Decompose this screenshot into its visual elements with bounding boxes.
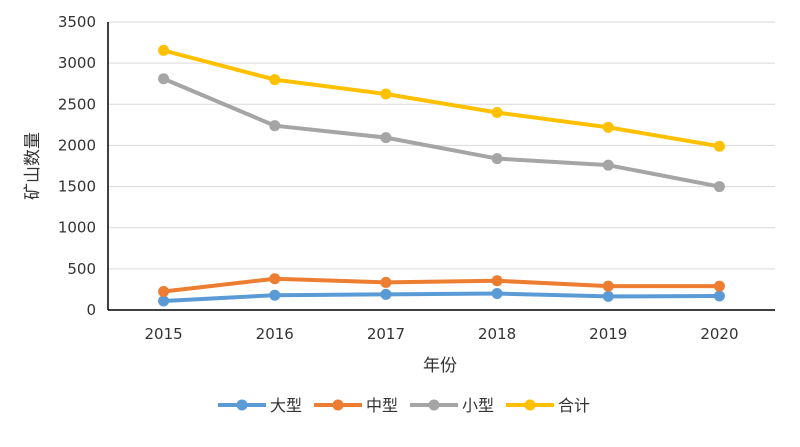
data-point (602, 121, 614, 133)
x-axis-title: 年份 (423, 356, 457, 376)
series-3 (158, 73, 725, 193)
data-point (602, 159, 614, 171)
x-tick-label: 2019 (589, 325, 627, 343)
gridlines (108, 21, 775, 270)
data-point (713, 290, 725, 302)
x-tick-label: 2015 (144, 325, 182, 343)
data-point (713, 140, 725, 152)
x-tick-label: 2018 (478, 325, 516, 343)
legend-swatch-marker (524, 399, 536, 411)
x-tick-label: 2016 (256, 325, 294, 343)
y-tick-label: 3500 (58, 13, 96, 31)
legend-label: 合计 (558, 396, 590, 415)
series-2 (158, 273, 725, 297)
y-axis-title: 矿山数量 (23, 132, 43, 200)
y-tick-label: 2000 (58, 136, 96, 154)
data-point (602, 280, 614, 292)
data-point (269, 273, 281, 285)
legend-item: 中型 (314, 396, 398, 415)
data-point (602, 290, 614, 302)
series-4 (158, 44, 725, 152)
data-point (491, 288, 503, 300)
legend-label: 小型 (462, 396, 494, 415)
data-point (380, 288, 392, 300)
legend-label: 中型 (366, 396, 398, 415)
data-point (491, 153, 503, 165)
data-point (158, 285, 170, 297)
series-line (161, 276, 722, 294)
data-point (713, 181, 725, 193)
y-tick-label: 500 (67, 260, 96, 278)
legend-swatch-marker (428, 399, 440, 411)
series-line (161, 291, 722, 303)
series-line (161, 48, 722, 149)
legend-label: 大型 (270, 396, 302, 415)
data-point (158, 73, 170, 85)
legend: 大型 中型 小型 合计 (218, 396, 590, 415)
data-point (269, 289, 281, 301)
data-point (158, 295, 170, 307)
legend-item: 大型 (218, 396, 302, 415)
y-tick-label: 2500 (58, 95, 96, 113)
legend-item: 小型 (410, 396, 494, 415)
legend-swatch-marker (236, 399, 248, 411)
y-tick-label: 3000 (58, 54, 96, 72)
data-point (491, 275, 503, 287)
data-point (380, 132, 392, 144)
axes (107, 22, 775, 311)
legend-item: 合计 (506, 396, 590, 415)
data-point (380, 276, 392, 288)
series-line (161, 76, 722, 189)
y-tick-label: 1000 (58, 219, 96, 237)
x-tick-labels: 2015 2016 2017 2018 2019 2020 (144, 325, 738, 343)
legend-swatch-marker (332, 399, 344, 411)
y-tick-label: 1500 (58, 178, 96, 196)
x-tick-label: 2017 (367, 325, 405, 343)
data-point (380, 88, 392, 100)
data-point (491, 107, 503, 119)
data-point (713, 280, 725, 292)
series-1 (158, 288, 725, 307)
y-tick-labels: 0 500 1000 1500 2000 2500 3000 3500 (58, 13, 96, 319)
data-point (269, 120, 281, 132)
data-point (269, 74, 281, 86)
data-point (158, 44, 170, 56)
series-lines (158, 44, 725, 307)
y-tick-label: 0 (86, 301, 96, 319)
x-tick-label: 2020 (700, 325, 738, 343)
